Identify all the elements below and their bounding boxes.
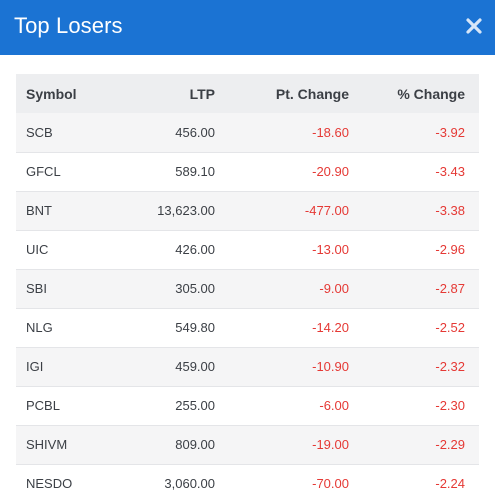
- cell-pct-change: -3.43: [435, 164, 465, 179]
- cell-symbol: BNT: [26, 203, 52, 218]
- header-ltp[interactable]: LTP: [189, 85, 215, 102]
- table-row[interactable]: PCBL 255.00 -6.00 -2.30: [16, 386, 479, 425]
- cell-pt-change: -14.20: [312, 320, 349, 335]
- cell-ltp: 589.10: [175, 164, 215, 179]
- cell-pct-change: -2.24: [435, 476, 465, 491]
- table-row[interactable]: GFCL 589.10 -20.90 -3.43: [16, 152, 479, 191]
- cell-pt-change: -20.90: [312, 164, 349, 179]
- modal-header: Top Losers: [0, 0, 495, 55]
- cell-pct-change: -3.92: [435, 124, 465, 140]
- cell-pct-change: -2.96: [435, 242, 465, 257]
- cell-pt-change: -9.00: [319, 281, 349, 296]
- cell-pct-change: -2.32: [435, 359, 465, 374]
- cell-ltp: 13,623.00: [157, 203, 215, 218]
- cell-ltp: 426.00: [175, 242, 215, 257]
- table-row[interactable]: IGI 459.00 -10.90 -2.32: [16, 347, 479, 386]
- table-row[interactable]: NESDO 3,060.00 -70.00 -2.24: [16, 464, 479, 499]
- header-symbol[interactable]: Symbol: [26, 85, 77, 102]
- cell-ltp: 255.00: [175, 398, 215, 413]
- cell-ltp: 456.00: [175, 124, 215, 140]
- cell-pt-change: -70.00: [312, 476, 349, 491]
- cell-pct-change: -3.38: [435, 203, 465, 218]
- table-row[interactable]: SHIVM 809.00 -19.00 -2.29: [16, 425, 479, 464]
- table-body: SCB 456.00 -18.60 -3.92 GFCL 589.10 -20.90 -3.4…: [16, 113, 479, 499]
- cell-symbol: SHIVM: [26, 437, 68, 452]
- close-icon: [466, 18, 482, 34]
- cell-ltp: 809.00: [175, 437, 215, 452]
- cell-pct-change: -2.29: [435, 437, 465, 452]
- modal-title: Top Losers: [14, 13, 123, 38]
- cell-symbol: SBI: [26, 281, 47, 296]
- cell-symbol: UIC: [26, 242, 49, 257]
- cell-pct-change: -2.30: [435, 398, 465, 413]
- cell-symbol: GFCL: [26, 164, 61, 179]
- cell-ltp: 459.00: [175, 359, 215, 374]
- cell-ltp: 549.80: [175, 320, 215, 335]
- cell-pt-change: -6.00: [319, 398, 349, 413]
- losers-table: Symbol LTP Pt. Change % Change SCB 456.00…: [16, 74, 479, 499]
- table-row[interactable]: SCB 456.00 -18.60 -3.92: [16, 113, 479, 152]
- cell-symbol: IGI: [26, 359, 44, 374]
- header-pt-change[interactable]: Pt. Change: [275, 85, 349, 102]
- table-row[interactable]: BNT 13,623.00 -477.00 -3.38: [16, 191, 479, 230]
- cell-pt-change: -477.00: [304, 203, 349, 218]
- cell-pt-change: -13.00: [312, 242, 349, 257]
- table-header-row: Symbol LTP Pt. Change % Change: [16, 74, 479, 113]
- cell-pt-change: -18.60: [312, 124, 349, 140]
- cell-ltp: 3,060.00: [164, 476, 215, 491]
- cell-symbol: SCB: [26, 124, 53, 140]
- cell-symbol: NESDO: [26, 476, 73, 491]
- cell-pt-change: -19.00: [312, 437, 349, 452]
- header-pct-change[interactable]: % Change: [397, 85, 465, 102]
- cell-ltp: 305.00: [175, 281, 215, 296]
- cell-symbol: NLG: [26, 320, 53, 335]
- modal-body: Symbol LTP Pt. Change % Change SCB 456.00…: [0, 55, 495, 499]
- table-row[interactable]: NLG 549.80 -14.20 -2.52: [16, 308, 479, 347]
- close-button[interactable]: [465, 17, 483, 35]
- table-row[interactable]: SBI 305.00 -9.00 -2.87: [16, 269, 479, 308]
- cell-symbol: PCBL: [26, 398, 60, 413]
- cell-pct-change: -2.87: [435, 281, 465, 296]
- table-row[interactable]: UIC 426.00 -13.00 -2.96: [16, 230, 479, 269]
- cell-pt-change: -10.90: [312, 359, 349, 374]
- cell-pct-change: -2.52: [435, 320, 465, 335]
